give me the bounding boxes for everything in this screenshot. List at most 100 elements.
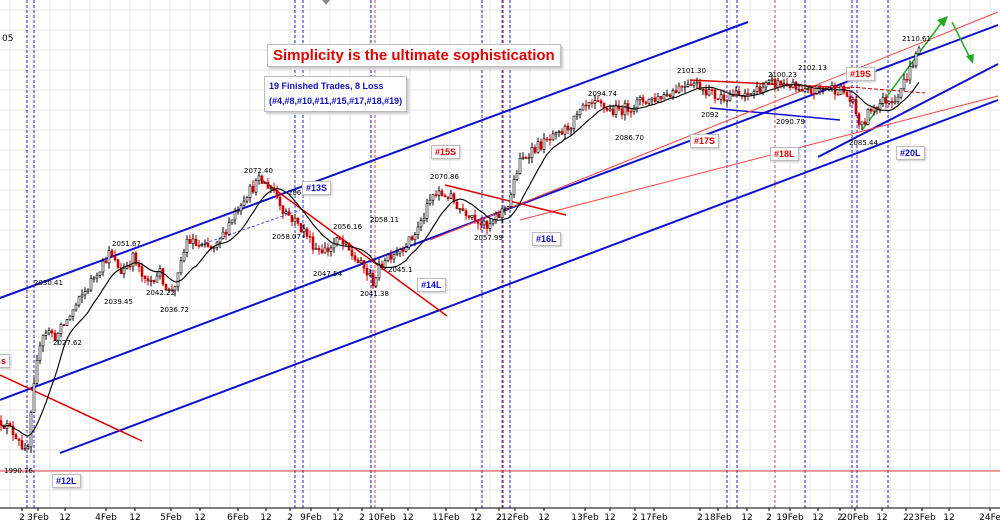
x-tick-label: 12 bbox=[129, 513, 140, 522]
candle-body bbox=[722, 94, 726, 101]
price-label: 2094.74 bbox=[588, 90, 617, 98]
projection-arrowhead-up bbox=[937, 16, 948, 27]
candle-body bbox=[695, 81, 699, 84]
candle-body bbox=[101, 260, 105, 273]
candle-body bbox=[221, 231, 225, 239]
price-label: 2036.72 bbox=[160, 306, 189, 314]
candle-body bbox=[23, 448, 27, 451]
candle-body bbox=[29, 412, 33, 448]
candle-body bbox=[449, 193, 453, 199]
candle-body bbox=[692, 82, 696, 86]
candle-body bbox=[551, 133, 555, 141]
candle-body bbox=[704, 88, 708, 96]
price-label: 2072.40 bbox=[244, 167, 273, 175]
candle-body bbox=[569, 128, 573, 131]
candle-body bbox=[647, 98, 651, 104]
candle-body bbox=[653, 97, 657, 102]
candle-body bbox=[752, 91, 756, 95]
candle-body bbox=[68, 315, 72, 320]
candle-body bbox=[17, 438, 21, 441]
candle-body bbox=[851, 98, 855, 102]
moving-average-line bbox=[0, 81, 920, 437]
candle-body bbox=[893, 101, 897, 104]
candle-body bbox=[530, 147, 534, 158]
candle-body bbox=[110, 250, 114, 257]
candle-body bbox=[905, 78, 909, 81]
candle-body bbox=[104, 260, 108, 264]
channel-short-line bbox=[817, 63, 999, 158]
candle-body bbox=[155, 275, 159, 283]
candle-body bbox=[170, 289, 174, 291]
candle-body bbox=[134, 252, 138, 265]
candle-body bbox=[716, 98, 720, 100]
candle-body bbox=[410, 236, 414, 240]
x-tick-label: 2 bbox=[837, 513, 843, 522]
candle-body bbox=[779, 80, 783, 86]
candle-body bbox=[314, 248, 318, 250]
candle-body bbox=[491, 220, 495, 225]
candle-body bbox=[911, 65, 915, 68]
candle-body bbox=[863, 121, 867, 125]
x-tick-label: 24Fe bbox=[979, 513, 1000, 522]
trade-tag-19S: #19S bbox=[846, 67, 876, 81]
candle-body bbox=[494, 213, 498, 222]
candle-body bbox=[512, 179, 516, 196]
candle-body bbox=[266, 182, 270, 189]
candle-body bbox=[92, 277, 96, 280]
candle-body bbox=[248, 185, 252, 198]
candle-body bbox=[194, 238, 198, 246]
x-tick-label: 9Feb bbox=[300, 513, 322, 522]
channel-upper-line bbox=[0, 21, 749, 299]
price-label: 2047.54 bbox=[313, 270, 342, 278]
candle-body bbox=[128, 265, 132, 268]
candle-body bbox=[278, 197, 282, 207]
candle-body bbox=[788, 85, 792, 88]
chart-title: Simplicity is the ultimate sophisticatio… bbox=[267, 44, 561, 67]
candle-body bbox=[365, 268, 369, 276]
trade-line-red bbox=[689, 79, 851, 89]
candle-body bbox=[305, 228, 309, 237]
candle-body bbox=[845, 92, 849, 97]
price-label: 2065.4 bbox=[288, 189, 313, 197]
candle-body bbox=[206, 242, 210, 247]
trade-tag-17S: #17S bbox=[690, 134, 720, 148]
candle-body bbox=[359, 260, 363, 264]
candle-body bbox=[371, 273, 375, 287]
candle-body bbox=[323, 247, 327, 254]
candle-body bbox=[443, 195, 447, 198]
candle-body bbox=[803, 88, 807, 92]
candle-body bbox=[14, 434, 18, 440]
candle-body bbox=[611, 108, 615, 116]
candle-body bbox=[671, 90, 675, 98]
candle-body bbox=[587, 102, 591, 106]
x-tick-label: 12 bbox=[402, 513, 413, 522]
candle-body bbox=[122, 268, 126, 275]
trend-connector bbox=[199, 209, 301, 246]
candle-body bbox=[245, 197, 249, 202]
mini-trendline bbox=[709, 107, 841, 121]
candle-body bbox=[62, 324, 66, 326]
candle-body bbox=[89, 278, 93, 291]
candle-body bbox=[584, 104, 588, 107]
x-tick-label: 11Feb bbox=[432, 513, 460, 522]
candle-body bbox=[95, 274, 99, 279]
candle-body bbox=[860, 121, 864, 126]
candle-body bbox=[119, 267, 123, 275]
channel-lower-line bbox=[59, 99, 999, 454]
price-label: 2045.1 bbox=[388, 266, 413, 274]
candle-body bbox=[230, 219, 234, 223]
candle-body bbox=[308, 236, 312, 238]
candle-body bbox=[422, 218, 426, 221]
top-marker-icon bbox=[322, 0, 330, 5]
red-channel-upper bbox=[429, 11, 999, 241]
candle-body bbox=[239, 205, 243, 212]
trade-line-red bbox=[0, 374, 143, 442]
candle-body bbox=[635, 99, 639, 109]
candle-body bbox=[440, 190, 444, 196]
candle-body bbox=[320, 249, 324, 254]
candle-body bbox=[269, 187, 273, 190]
candle-body bbox=[389, 254, 393, 260]
x-tick-label: 12Feb bbox=[501, 513, 529, 522]
candle-body bbox=[296, 217, 300, 224]
candle-body bbox=[131, 252, 135, 267]
